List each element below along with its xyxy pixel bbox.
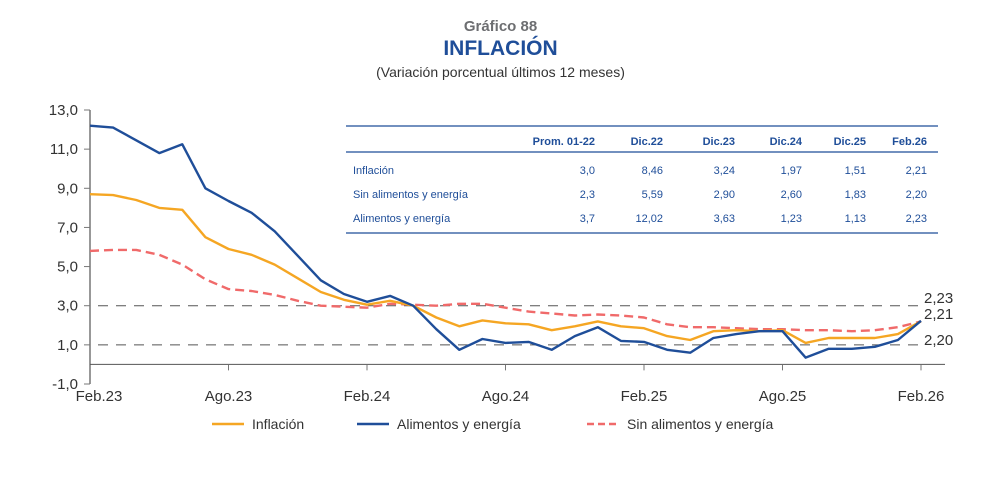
table-cell: 3,24 (714, 165, 735, 177)
table-cell: 1,51 (845, 165, 866, 177)
axes: -1,0 1,0 3,0 5,0 7,0 9,0 11,0 13,0 Feb.23 Ago.23 F… (49, 102, 945, 405)
y-tick-label: 13,0 (49, 102, 78, 119)
end-label: 2,20 (924, 332, 953, 349)
chart-title: INFLACIÓN (443, 37, 558, 60)
x-tick-label: Ago.24 (482, 388, 530, 405)
x-tick-label: Feb.24 (344, 388, 391, 405)
table-cell: 3,0 (580, 165, 595, 177)
x-tick-label: Ago.25 (759, 388, 807, 405)
table-column-header: Dic.22 (631, 136, 663, 148)
summary-table: Prom. 01-22 Dic.22 Dic.23 Dic.24 Dic.25 Feb.2… (346, 125, 938, 234)
table-row-label: Sin alimentos y energía (353, 189, 469, 201)
table-cell: 2,60 (781, 189, 802, 201)
table-cell: 3,7 (580, 213, 595, 225)
y-tick-label: 5,0 (57, 259, 78, 276)
table-row-label: Alimentos y energía (353, 213, 451, 225)
legend-label: Inflación (252, 416, 304, 432)
chart-kicker: Gráfico 88 (463, 18, 538, 35)
table-cell: 2,3 (580, 189, 595, 201)
table-column-header: Feb.26 (892, 136, 927, 148)
series-lines (89, 124, 922, 359)
table-column-header: Dic.24 (770, 136, 803, 148)
end-label: 2,23 (924, 290, 953, 307)
y-tick-label: 3,0 (57, 298, 78, 315)
y-tick-label: 9,0 (57, 180, 78, 197)
end-labels: 2,232,21 2,20 (924, 290, 953, 349)
table-cell: 1,23 (781, 213, 802, 225)
legend-label: Sin alimentos y energía (627, 416, 774, 432)
x-tick-label: Ago.23 (205, 388, 253, 405)
table-cell: 5,59 (642, 189, 663, 201)
end-label: 2,21 (924, 306, 953, 323)
x-tick-label: Feb.25 (621, 388, 668, 405)
series-line-alimentos-y-energ-a (89, 124, 922, 359)
x-tick-label: Feb.23 (76, 388, 123, 405)
series-line-sin-alimentos-y-energ-a (89, 248, 922, 333)
table-cell: 1,83 (845, 189, 866, 201)
y-tick-label: 7,0 (57, 219, 78, 236)
legend-label: Alimentos y energía (397, 416, 521, 432)
table-column-header: Dic.23 (703, 136, 735, 148)
table-cell: 1,97 (781, 165, 802, 177)
table-cell: 2,23 (906, 213, 927, 225)
x-tick-label: Feb.26 (898, 388, 945, 405)
y-tick-label: 11,0 (50, 141, 78, 158)
table-cell: 2,20 (906, 189, 927, 201)
table-cell: 3,63 (714, 213, 735, 225)
table-column-header: Prom. 01-22 (533, 136, 595, 148)
table-cell: 8,46 (642, 165, 663, 177)
table-cell: 2,90 (714, 189, 735, 201)
table-cell: 2,21 (906, 165, 927, 177)
table-cell: 12,02 (635, 213, 663, 225)
reference-lines (98, 305, 920, 346)
legend: Inflación Alimentos y energía Sin alimento… (212, 416, 774, 432)
table-cell: 1,13 (845, 213, 866, 225)
y-tick-label: 1,0 (57, 337, 78, 354)
table-row-label: Inflación (353, 165, 394, 177)
table-column-header: Dic.25 (834, 136, 866, 148)
chart-subtitle: (Variación porcentual últimos 12 meses) (376, 64, 625, 80)
y-tick-label: -1,0 (52, 376, 78, 393)
